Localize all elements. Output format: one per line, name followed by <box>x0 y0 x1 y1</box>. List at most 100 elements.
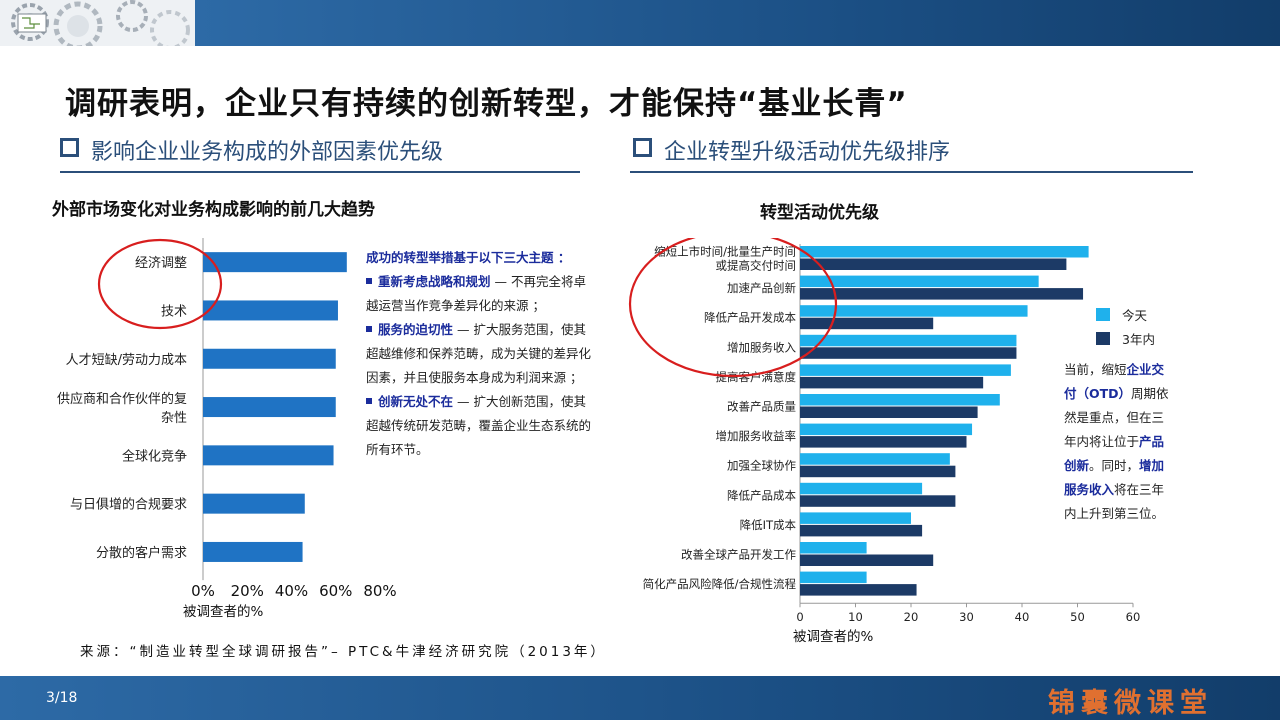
bar-today <box>800 305 1028 317</box>
note-bold: 增加服务收入 <box>1064 458 1165 497</box>
category-label: 与日俱增的合规要求 <box>70 497 187 513</box>
bullet-square-icon <box>366 398 372 404</box>
x-tick-label: 60% <box>319 582 352 600</box>
note-item-text: — 扩大服务范围，使其超越维修和保养范畴，成为关键的差异化因素，并且使服务本身成… <box>366 322 592 385</box>
header-logo-image <box>0 0 195 46</box>
bullet-square-icon <box>633 138 652 157</box>
legend-item-three-years: 3年内 <box>1096 326 1155 350</box>
note-item-bold: 重新考虑战略和规划 <box>378 274 491 289</box>
category-label: 简化产品风险降低/合规性流程 <box>643 577 797 591</box>
note-bold: 产品创新 <box>1064 434 1165 473</box>
bar-three-years <box>800 554 934 566</box>
note-item-bold: 服务的迫切性 <box>378 322 454 337</box>
priority-shift-note: 当前，缩短企业交付（OTD）周期依然是重点，但在三年内将让位于产品创新。同时，增… <box>1064 358 1176 526</box>
right-section-divider <box>630 171 1193 173</box>
note-text: 当前，缩短 <box>1064 362 1127 377</box>
category-label: 降低IT成本 <box>740 518 797 532</box>
note-heading: 成功的转型举措基于以下三大主题 ： <box>366 250 571 265</box>
note-item-text: — 扩大创新范围，使其超越传统研发范畴，覆盖企业生态系统的所有环节。 <box>366 394 592 457</box>
right-chart-title: 转型活动优先级 <box>760 203 879 223</box>
category-label: 提高客户满意度 <box>716 370 797 384</box>
category-label: 改善产品质量 <box>727 400 796 414</box>
slide-title: 调研表明，企业只有持续的创新转型，才能保持“基业长青” <box>65 86 908 122</box>
x-tick-label: 40% <box>275 582 308 600</box>
bar-today <box>800 453 950 465</box>
bar-today <box>800 364 1011 376</box>
x-tick-label: 50 <box>1070 610 1085 624</box>
x-tick-label: 10 <box>848 610 863 624</box>
bar <box>203 445 334 466</box>
note-item: 重新考虑战略和规划 — 不再完全将卓越运营当作竞争差异化的来源 ； <box>366 270 594 318</box>
bar-three-years <box>800 258 1067 270</box>
legend-swatch <box>1096 331 1110 345</box>
footer-band <box>0 676 1280 720</box>
x-tick-label: 0% <box>191 582 215 600</box>
legend-swatch <box>1096 307 1110 321</box>
legend-item-today: 今天 <box>1096 302 1155 326</box>
category-label: 分散的客户需求 <box>96 545 187 561</box>
category-label: 加速产品创新 <box>727 281 796 295</box>
bar-today <box>800 423 973 436</box>
note-text: 周期依然是重点，但在三年内将让位于 <box>1064 386 1169 449</box>
category-label: 改善全球产品开发工作 <box>681 548 796 562</box>
category-label: 增加服务收益率 <box>716 429 797 443</box>
category-label: 供应商和合作伙伴的复杂性 <box>57 391 187 426</box>
category-label: 增加服务收入 <box>727 340 796 354</box>
x-tick-label: 20% <box>231 582 264 600</box>
bar-three-years <box>800 495 956 507</box>
bar-today <box>800 275 1039 288</box>
x-tick-label: 20 <box>904 610 919 624</box>
bar <box>203 348 336 369</box>
right-bar-chart: 缩短上市时间/批量生产时间或提高交付时间加速产品创新降低产品开发成本增加服务收入… <box>628 238 1141 645</box>
bar-three-years <box>800 317 934 330</box>
left-section-divider <box>60 171 580 173</box>
bar <box>203 493 305 514</box>
chart-legend: 今天 3年内 <box>1096 302 1155 350</box>
source-citation: 来源：“制造业转型全球调研报告”– PTC&牛津经济研究院（2013年） <box>80 644 607 660</box>
bar-three-years <box>800 436 967 448</box>
bar-three-years <box>800 465 956 478</box>
bar-today <box>800 246 1089 258</box>
right-section-heading: 企业转型升级活动优先级排序 <box>633 134 950 166</box>
category-label: 加强全球协作 <box>727 459 796 473</box>
category-label: 缩短上市时间/批量生产时间或提高交付时间 <box>654 245 796 273</box>
left-section-label: 影响企业业务构成的外部因素优先级 <box>91 140 444 165</box>
bullet-square-icon <box>366 278 372 284</box>
note-item: 服务的迫切性 — 扩大服务范围，使其超越维修和保养范畴，成为关键的差异化因素，并… <box>366 318 594 390</box>
category-label: 降低产品成本 <box>727 488 796 502</box>
x-tick-label: 60 <box>1126 610 1141 624</box>
bar-three-years <box>800 376 984 389</box>
category-label: 降低产品开发成本 <box>704 311 796 325</box>
x-tick-label: 80% <box>363 582 396 600</box>
bar <box>203 252 347 273</box>
bar-three-years <box>800 524 923 537</box>
bar-today <box>800 571 867 584</box>
category-label: 人才短缺/劳动力成本 <box>66 352 187 368</box>
x-tick-label: 40 <box>1015 610 1030 624</box>
transformation-themes-note: 成功的转型举措基于以下三大主题 ： 重新考虑战略和规划 — 不再完全将卓越运营当… <box>366 246 594 462</box>
left-chart-title: 外部市场变化对业务构成影响的前几大趋势 <box>52 200 375 220</box>
note-item-text: — 不再完全将卓越运营当作竞争差异化的来源 ； <box>366 274 586 313</box>
x-tick-label: 30 <box>959 610 974 624</box>
bar <box>203 541 303 562</box>
highlight-circle <box>97 238 223 330</box>
category-label: 经济调整 <box>135 256 187 271</box>
bar-three-years <box>800 347 1017 359</box>
left-section-heading: 影响企业业务构成的外部因素优先级 <box>60 134 443 166</box>
category-label: 技术 <box>161 304 187 319</box>
bar-three-years <box>800 406 978 418</box>
x-axis-title: 被调查者的% <box>793 629 873 645</box>
bar <box>203 397 336 418</box>
bar-three-years <box>800 584 917 596</box>
left-bar-chart: 经济调整技术人才短缺/劳动力成本供应商和合作伙伴的复杂性全球化竞争与日俱增的合规… <box>57 238 397 620</box>
highlight-circle <box>628 238 838 378</box>
page-number: 3/18 <box>46 690 78 706</box>
bar-today <box>800 394 1000 406</box>
note-bold: 企业交付（OTD） <box>1064 362 1165 401</box>
note-text: 将在三年内上升到第三位。 <box>1064 482 1165 521</box>
bar <box>203 300 338 321</box>
x-axis-title: 被调查者的% <box>183 604 263 620</box>
note-item: 创新无处不在 — 扩大创新范围，使其超越传统研发范畴，覆盖企业生态系统的所有环节… <box>366 390 594 462</box>
bar-today <box>800 334 1017 347</box>
note-text: 。同时， <box>1089 458 1140 473</box>
